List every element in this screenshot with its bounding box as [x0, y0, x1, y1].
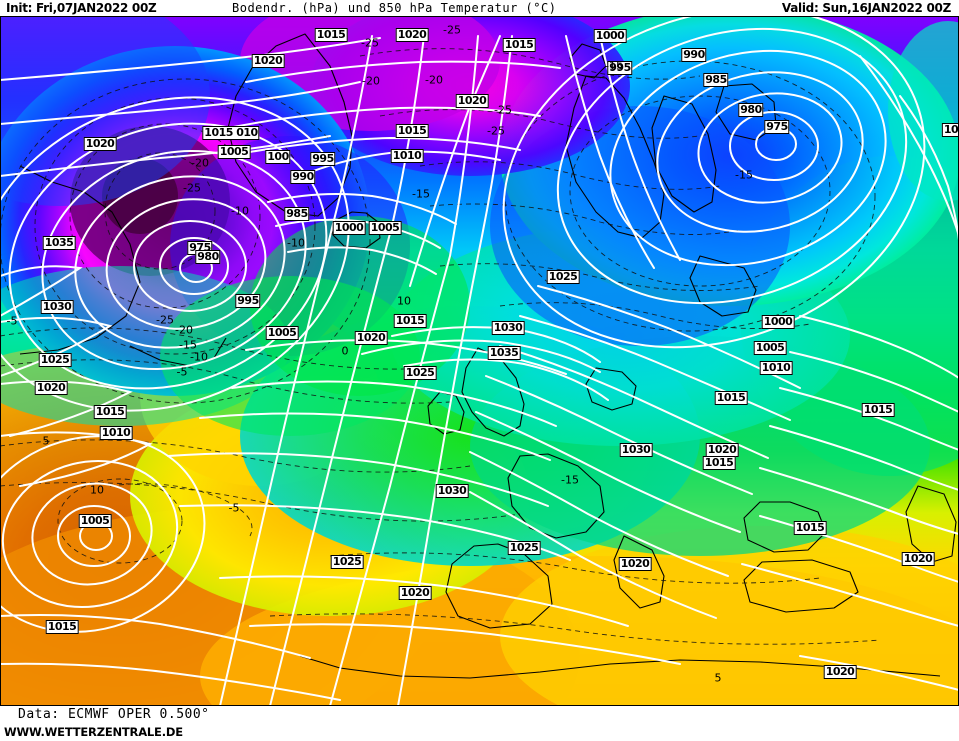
isobar-label: 100: [265, 150, 291, 164]
isobar-label: 990: [681, 48, 707, 62]
isobar-label: 975: [764, 120, 790, 134]
isobar-label: 1025: [507, 541, 541, 555]
isobar-label: 1020: [823, 665, 857, 679]
temperature-contour-label: 0: [341, 344, 349, 358]
chart-footer: Data: ECMWF OPER 0.500° WWW.WETTERZENTRA…: [0, 706, 959, 741]
isobar-label: 1005: [265, 326, 299, 340]
isobar-label: 990: [290, 170, 316, 184]
map-canvas: [0, 16, 959, 706]
isobar-label: 985: [284, 207, 310, 221]
isobar-label: 1025: [403, 366, 437, 380]
temperature-contour-label: -20: [175, 323, 193, 337]
temperature-contour-label: -25: [183, 181, 201, 195]
temperature-contour-label: -25: [156, 313, 174, 327]
isobar-label: 1015: [395, 124, 429, 138]
isobar-label: 1010: [99, 426, 133, 440]
isobar-label: 1030: [40, 300, 74, 314]
isobar-label: 1030: [435, 484, 469, 498]
temperature-contour-label: 10: [90, 483, 104, 497]
page-title: Bodendr. (hPa) und 850 hPa Temperatur (°…: [232, 1, 557, 15]
isobar-label: 985: [703, 73, 729, 87]
isobar-label: 995: [607, 61, 633, 75]
isobar-label: 1015: [702, 456, 736, 470]
isobar-label: 1005: [217, 145, 251, 159]
isobar-label: 980: [195, 250, 221, 264]
data-source-label: Data: ECMWF OPER 0.500°: [18, 707, 210, 722]
isobar-label: 995: [310, 152, 336, 166]
website-label[interactable]: WWW.WETTERZENTRALE.DE: [4, 725, 183, 739]
isobar-label: 1015: [45, 620, 79, 634]
temperature-contour-label: -20: [425, 73, 443, 87]
isobar-label: 1025: [38, 353, 72, 367]
isobar-label: 1015: [793, 521, 827, 535]
isobar-label: 1005: [368, 221, 402, 235]
temperature-contour-label: -15: [179, 338, 197, 352]
valid-time-label: Valid: Sun,16JAN2022 00Z: [781, 1, 951, 15]
isobar-label: 1025: [330, 555, 364, 569]
isobar-label: 1005: [753, 341, 787, 355]
isobar-label: 1000: [761, 315, 795, 329]
isobar-label: 1030: [491, 321, 525, 335]
isobar-label: 1020: [83, 137, 117, 151]
isobar-label: 10: [941, 123, 959, 137]
isobar-label: 1000: [332, 221, 366, 235]
isobar-label: 1010: [759, 361, 793, 375]
temperature-contour-label: -15: [561, 473, 579, 487]
isobar-label: 1020: [251, 54, 285, 68]
temperature-contour-label: -25: [361, 36, 379, 50]
temperature-contour-label: -20: [362, 74, 380, 88]
isobar-label: 1020: [354, 331, 388, 345]
isobar-label: 1020: [455, 94, 489, 108]
isobar-label: 1015: [714, 391, 748, 405]
temperature-contour-label: -5: [6, 314, 18, 328]
temperature-contour-label: -10: [190, 350, 208, 364]
temperature-contour-label: -5: [228, 501, 240, 515]
isobar-label: 1020: [398, 586, 432, 600]
isobar-label: 995: [235, 294, 261, 308]
isobar-label: 980: [738, 103, 764, 117]
isobar-label: 1030: [619, 443, 653, 457]
init-time-label: Init: Fri,07JAN2022 00Z: [6, 1, 157, 15]
temperature-contour-label: -20: [191, 156, 209, 170]
isobar-label: 1015: [502, 38, 536, 52]
isobar-label: 1010: [390, 149, 424, 163]
isobar-label: 1020: [395, 28, 429, 42]
isobar-label: 1015: [314, 28, 348, 42]
weather-map[interactable]: 1035 1030 1025 1020 1015 1010 1005 1015 1020 1015…: [0, 16, 959, 706]
temperature-contour-label: -5: [176, 365, 188, 379]
warm-anomaly-east-med: [500, 526, 959, 706]
temperature-contour-label: -15: [735, 168, 753, 182]
isobar-label: 1020: [34, 381, 68, 395]
isobar-label: 1015 010: [202, 126, 260, 140]
isobar-label: 1015: [861, 403, 895, 417]
temperature-contour-label: 10: [397, 294, 411, 308]
temperature-contour-label: 5: [714, 671, 722, 685]
isobar-label: 1020: [618, 557, 652, 571]
temperature-contour-label: -15: [412, 187, 430, 201]
isobar-label: 1000: [593, 29, 627, 43]
isobar-label: 1015: [93, 405, 127, 419]
isobar-label: 1035: [487, 346, 521, 360]
chart-header: Init: Fri,07JAN2022 00Z Bodendr. (hPa) u…: [0, 0, 959, 16]
isobar-label: 1020: [901, 552, 935, 566]
temperature-contour-label: -10: [287, 236, 305, 250]
temperature-contour-label: -25: [443, 23, 461, 37]
isobar-label: 1035: [42, 236, 76, 250]
temperature-contour-label: -15: [605, 59, 623, 73]
isobar-label: 1025: [546, 270, 580, 284]
temperature-contour-label: -25: [494, 103, 512, 117]
temperature-contour-label: 5: [42, 434, 50, 448]
isobar-label: 1005: [78, 514, 112, 528]
isobar-label: 1015: [393, 314, 427, 328]
isobar-label: 1020: [705, 443, 739, 457]
temperature-contour-label: -10: [231, 204, 249, 218]
temperature-contour-label: -25: [487, 124, 505, 138]
